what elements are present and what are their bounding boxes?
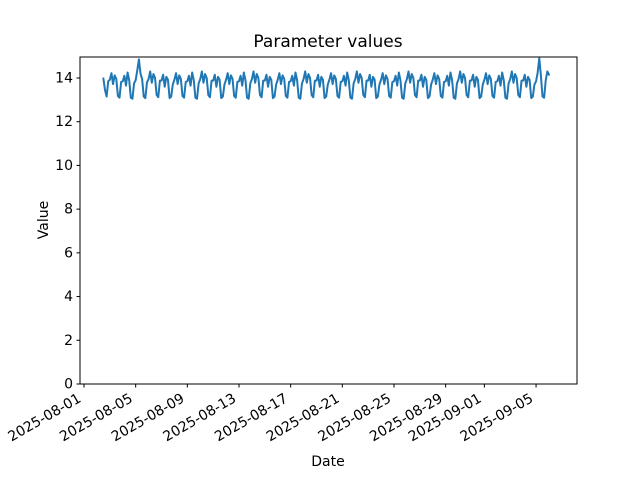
y-tick-label: 14 — [55, 70, 73, 86]
y-axis-ticks: 0 2 4 6 8 10 12 14 — [55, 70, 80, 393]
y-axis-label: Value — [36, 201, 52, 239]
x-axis-label: Date — [311, 454, 344, 470]
y-tick-label: 8 — [64, 202, 73, 218]
y-tick-label: 0 — [64, 377, 73, 393]
data-line — [102, 57, 550, 100]
chart-title: Parameter values — [253, 32, 402, 52]
y-tick-label: 12 — [55, 114, 73, 130]
plot-area — [79, 56, 578, 385]
y-tick-label: 10 — [55, 158, 73, 174]
x-axis-ticks: 2025-08-012025-08-052025-08-092025-08-13… — [6, 384, 537, 445]
y-tick-label: 6 — [64, 245, 73, 261]
y-tick-label: 2 — [64, 333, 73, 349]
y-tick-label: 4 — [64, 289, 73, 305]
